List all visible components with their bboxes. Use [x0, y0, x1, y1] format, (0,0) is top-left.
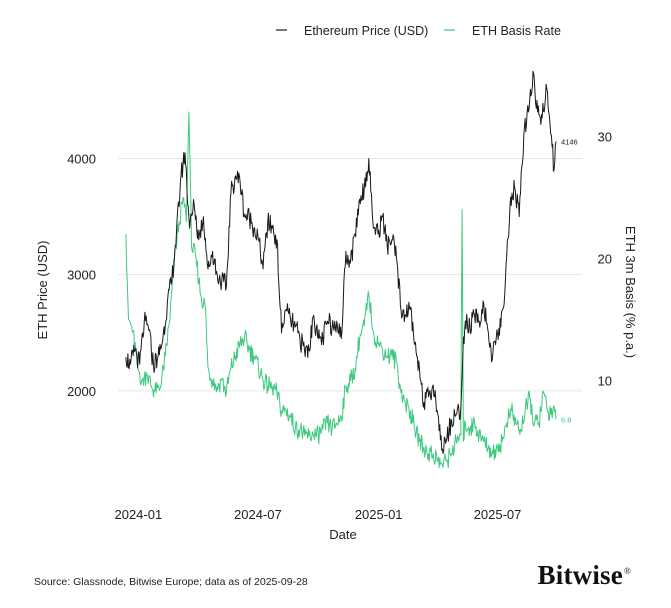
x-tick-2025-07: 2025-07 — [474, 507, 522, 522]
brand-logo: Bitwise® — [538, 560, 631, 591]
x-tick-2024-01: 2024-01 — [114, 507, 162, 522]
y-right-tick-30: 30 — [598, 129, 612, 144]
y-right-tick-20: 20 — [598, 251, 612, 266]
price-end-label: 4146 — [561, 138, 578, 147]
y-axis-right-title: ETH 3m Basis (% p.a.) — [623, 226, 638, 358]
basis-end-label: 6.8 — [561, 415, 571, 424]
legend-item-basis: ETH Basis Rate — [444, 24, 561, 38]
series-lines — [125, 70, 557, 469]
legend-label-basis: ETH Basis Rate — [472, 24, 561, 38]
x-tick-2025-01: 2025-01 — [355, 507, 403, 522]
brand-registered-mark: ® — [623, 566, 631, 576]
legend: Ethereum Price (USD) ETH Basis Rate — [276, 24, 561, 38]
legend-label-price: Ethereum Price (USD) — [304, 24, 428, 38]
basis-rate-line — [125, 111, 557, 469]
y-right-tick-10: 10 — [598, 373, 612, 388]
y-left-tick-2000: 2000 — [67, 384, 96, 399]
eth-price-line — [125, 70, 557, 455]
grid-lines — [118, 157, 582, 392]
x-tick-2024-07: 2024-07 — [234, 507, 282, 522]
source-note: Source: Glassnode, Bitwise Europe; data … — [34, 576, 308, 588]
legend-item-price: Ethereum Price (USD) — [276, 24, 428, 38]
end-labels: 4146 6.8 — [561, 138, 578, 425]
brand-name: Bitwise — [537, 560, 623, 590]
y-axis-left-title: ETH Price (USD) — [35, 241, 50, 340]
x-axis-title: Date — [329, 527, 356, 542]
y-left-tick-3000: 3000 — [67, 268, 96, 283]
axis-ticks: 2000 3000 4000 10 20 30 2024-01 2024-07 2025-01 2… — [67, 129, 612, 522]
y-left-tick-4000: 4000 — [67, 151, 96, 166]
